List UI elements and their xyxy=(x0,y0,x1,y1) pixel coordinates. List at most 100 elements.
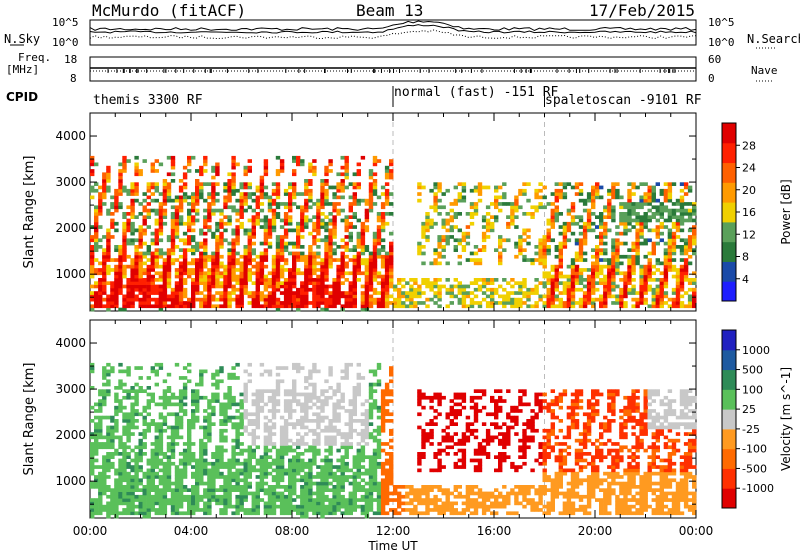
heatmap-cell xyxy=(324,188,329,193)
heatmap-cell xyxy=(465,212,471,216)
heatmap-cell xyxy=(259,271,265,276)
heatmap-cell xyxy=(187,498,192,502)
heatmap-cell xyxy=(376,291,382,295)
heatmap-cell xyxy=(247,471,252,476)
heatmap-cell xyxy=(211,195,216,200)
heatmap-cell xyxy=(247,248,252,252)
heatmap-cell xyxy=(316,405,321,410)
heatmap-cell xyxy=(199,291,204,295)
heatmap-cell xyxy=(300,297,305,302)
heatmap-cell xyxy=(352,301,357,305)
heatmap-cell xyxy=(671,304,677,309)
heatmap-cell xyxy=(170,452,176,456)
heatmap-cell xyxy=(130,294,135,299)
heatmap-cell xyxy=(344,294,349,299)
heatmap-cell xyxy=(146,478,151,483)
heatmap-cell xyxy=(259,395,265,400)
heatmap-cell xyxy=(178,425,184,430)
heatmap-cell xyxy=(215,221,220,226)
heatmap-cell xyxy=(223,485,228,489)
heatmap-cell xyxy=(372,264,378,269)
heatmap-cell xyxy=(134,392,139,397)
heatmap-cell xyxy=(599,301,604,305)
heatmap-cell xyxy=(441,221,446,226)
heatmap-cell xyxy=(671,251,677,256)
heatmap-cell xyxy=(413,291,418,295)
heatmap-cell xyxy=(433,258,438,262)
heatmap-cell xyxy=(643,221,648,226)
heatmap-cell xyxy=(368,268,374,272)
heatmap-cell xyxy=(271,284,277,289)
heatmap-cell xyxy=(421,221,426,226)
heatmap-cell xyxy=(316,251,321,256)
heatmap-cell xyxy=(263,165,269,170)
heatmap-cell xyxy=(526,198,531,203)
heatmap-cell xyxy=(619,205,624,210)
heatmap-cell xyxy=(328,212,333,216)
heatmap-cell xyxy=(203,182,208,186)
heatmap-cell xyxy=(211,202,216,206)
heatmap-cell xyxy=(251,428,256,433)
heatmap-cell xyxy=(300,438,305,443)
heatmap-cell xyxy=(251,215,256,219)
heatmap-cell xyxy=(122,452,127,456)
heatmap-cell xyxy=(90,297,95,302)
heatmap-cell xyxy=(154,185,159,190)
heatmap-cell xyxy=(98,268,103,272)
heatmap-cell xyxy=(215,258,220,262)
heatmap-cell xyxy=(259,192,265,196)
heatmap-cell xyxy=(162,498,168,502)
heatmap-cell xyxy=(106,389,111,393)
heatmap-cell xyxy=(473,185,479,190)
heatmap-cell xyxy=(421,245,426,249)
heatmap-cell xyxy=(506,215,511,219)
heatmap-cell xyxy=(263,169,269,173)
heatmap-cell xyxy=(138,297,143,302)
heatmap-cell xyxy=(106,501,111,506)
heatmap-cell xyxy=(663,192,669,196)
heatmap-cell xyxy=(615,231,620,236)
heatmap-cell xyxy=(316,448,321,453)
heatmap-cell xyxy=(639,281,644,285)
heatmap-cell xyxy=(126,221,131,226)
heatmap-cell xyxy=(138,261,143,266)
heatmap-cell xyxy=(667,264,673,269)
heatmap-cell xyxy=(498,251,503,256)
heatmap-cell xyxy=(215,228,220,233)
heatmap-cell xyxy=(631,218,636,223)
heatmap-cell xyxy=(288,475,293,479)
heatmap-cell xyxy=(263,162,269,167)
heatmap-cell xyxy=(667,228,673,233)
heatmap-cell xyxy=(332,225,337,229)
heatmap-cell xyxy=(227,195,232,200)
heatmap-cell xyxy=(627,202,632,206)
heatmap-cell xyxy=(118,442,123,446)
heatmap-cell xyxy=(138,376,143,380)
heatmap-cell xyxy=(130,491,135,496)
heatmap-cell xyxy=(615,261,620,266)
heatmap-cell xyxy=(239,494,244,499)
heatmap-cell xyxy=(154,248,159,252)
heatmap-cell xyxy=(118,278,123,282)
heatmap-cell xyxy=(275,304,281,309)
heatmap-cell xyxy=(110,218,115,223)
heatmap-cell xyxy=(231,372,236,377)
heatmap-cell xyxy=(178,461,184,466)
heatmap-cell xyxy=(384,175,390,180)
heatmap-cell xyxy=(178,485,184,489)
heatmap-cell xyxy=(586,281,592,285)
heatmap-cell xyxy=(687,188,693,193)
heatmap-cell xyxy=(126,471,131,476)
heatmap-cell xyxy=(675,225,681,229)
heatmap-cell xyxy=(595,271,600,276)
heatmap-cell xyxy=(465,241,471,246)
heatmap-cell xyxy=(187,159,192,163)
heatmap-cell xyxy=(296,258,301,262)
heatmap-cell xyxy=(457,261,462,266)
heatmap-cell xyxy=(98,399,103,403)
heatmap-cell xyxy=(627,254,632,259)
heatmap-cell xyxy=(320,392,325,397)
heatmap-cell xyxy=(259,185,265,190)
heatmap-cell xyxy=(586,215,592,219)
heatmap-cell xyxy=(615,238,620,243)
